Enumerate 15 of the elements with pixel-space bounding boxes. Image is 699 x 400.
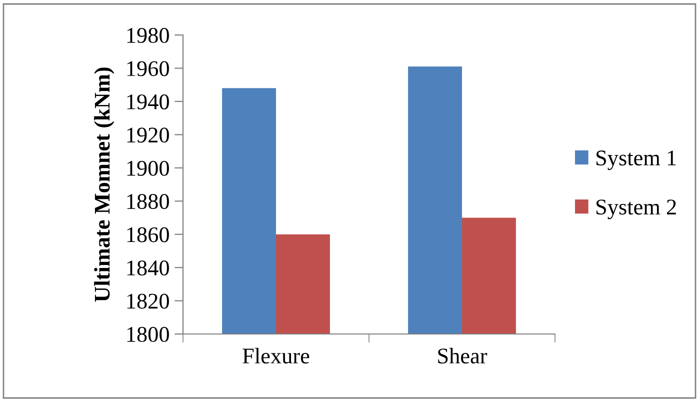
y-tick-label: 1920 [127, 128, 169, 143]
y-tick-label: 1880 [127, 194, 169, 210]
y-tick-label: 1940 [127, 94, 169, 110]
y-tick-label: 1800 [127, 326, 169, 342]
legend-label: System 1 [596, 150, 676, 170]
y-tick-label: 1900 [127, 160, 169, 176]
y-tick-label: 1860 [127, 227, 169, 242]
x-tick-label: Flexure [242, 348, 310, 364]
y-tick-label: 1980 [127, 28, 169, 43]
x-tick-label: Shear [438, 348, 488, 364]
y-tick-label: 1820 [127, 294, 169, 309]
y-tick-label: 1960 [127, 61, 169, 76]
legend-label: System 2 [596, 200, 676, 220]
y-axis-title: Ultimate Momnet (kNm) [94, 68, 114, 302]
y-tick-label: 1840 [127, 260, 169, 276]
